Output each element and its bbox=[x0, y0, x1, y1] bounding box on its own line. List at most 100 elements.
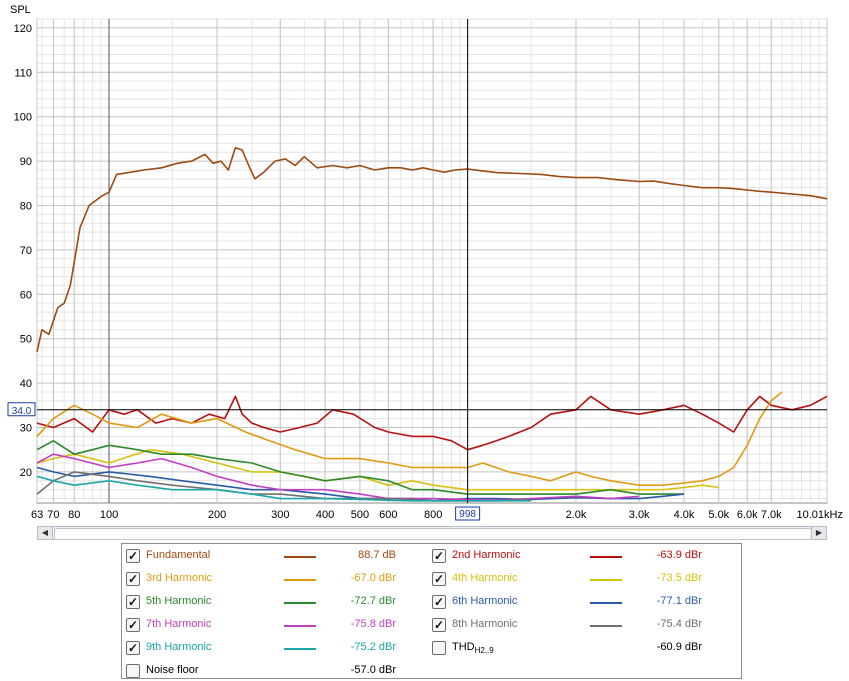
x-tick-label: 63 bbox=[31, 509, 43, 521]
y-tick-label: 20 bbox=[20, 467, 32, 479]
y-tick-label: 50 bbox=[20, 334, 32, 346]
x-tick-label: 5.0k bbox=[708, 509, 729, 521]
y-tick-label: 120 bbox=[14, 23, 32, 35]
legend-row-3rd-harmonic: ✓ 3rd Harmonic -67.0 dBr bbox=[126, 571, 426, 589]
x-tick-label: 4.0k bbox=[674, 509, 695, 521]
legend-row-thd: THDH2..9 -60.9 dBr bbox=[432, 640, 732, 658]
x-tick-label: 100 bbox=[100, 509, 118, 521]
legend-label: 2nd Harmonic bbox=[452, 549, 521, 561]
legend-label: 5th Harmonic bbox=[146, 595, 212, 607]
x-tick-label: 10.01kHz bbox=[797, 509, 843, 521]
cursor-y-label: 34.0 bbox=[12, 406, 32, 417]
x-tick-label: 800 bbox=[424, 509, 442, 521]
x-tick-label: 2.0k bbox=[566, 509, 587, 521]
legend-value: 88.7 dB bbox=[358, 549, 396, 561]
x-tick-label: 200 bbox=[208, 509, 226, 521]
legend-line-swatch bbox=[590, 579, 622, 581]
legend-row-8th-harmonic: ✓ 8th Harmonic -75.4 dBr bbox=[432, 617, 732, 635]
legend-label: THDH2..9 bbox=[452, 641, 494, 655]
series-line-2nd-harmonic bbox=[36, 395, 828, 451]
y-tick-label: 110 bbox=[14, 67, 32, 79]
y-tick-label: 30 bbox=[20, 423, 32, 435]
y-tick-label: 40 bbox=[20, 378, 32, 390]
legend-row-noise-floor: Noise floor -57.0 dBr bbox=[126, 663, 426, 681]
legend-row-4th-harmonic: ✓ 4th Harmonic -73.5 dBr bbox=[432, 571, 732, 589]
legend-label: 8th Harmonic bbox=[452, 618, 518, 630]
legend-value: -75.8 dBr bbox=[350, 618, 396, 630]
5th-harmonic-checkbox[interactable]: ✓ bbox=[126, 595, 140, 609]
series-line-fundamental bbox=[36, 147, 828, 353]
x-tick-label: 6.0k bbox=[737, 509, 758, 521]
legend-value: -73.5 dBr bbox=[656, 572, 702, 584]
legend-line-swatch bbox=[590, 556, 622, 558]
legend-row-7th-harmonic: ✓ 7th Harmonic -75.8 dBr bbox=[126, 617, 426, 635]
x-tick-label: 80 bbox=[68, 509, 80, 521]
legend-value: -67.0 dBr bbox=[350, 572, 396, 584]
x-tick-label: 500 bbox=[351, 509, 369, 521]
legend-label: Fundamental bbox=[146, 549, 211, 561]
2nd-harmonic-checkbox[interactable]: ✓ bbox=[432, 549, 446, 563]
thd-checkbox[interactable] bbox=[432, 641, 446, 655]
thd-subscript: H2..9 bbox=[474, 646, 494, 655]
legend-line-swatch bbox=[590, 625, 622, 627]
legend-value: -77.1 dBr bbox=[656, 595, 702, 607]
x-tick-label: 300 bbox=[271, 509, 289, 521]
cursor-x-label-box bbox=[455, 506, 481, 521]
noise-floor-checkbox[interactable] bbox=[126, 664, 140, 678]
legend-label: 3rd Harmonic bbox=[146, 572, 213, 584]
scroll-left-button[interactable]: ◀ bbox=[38, 527, 53, 539]
y-axis-label: SPL bbox=[10, 4, 31, 16]
legend-row-fundamental: ✓ Fundamental 88.7 dB bbox=[126, 548, 426, 566]
legend-line-swatch bbox=[284, 556, 316, 558]
legend-value: -57.0 dBr bbox=[350, 664, 396, 676]
y-tick-label: 90 bbox=[20, 156, 32, 168]
6th-harmonic-checkbox[interactable]: ✓ bbox=[432, 595, 446, 609]
legend-row-5th-harmonic: ✓ 5th Harmonic -72.7 dBr bbox=[126, 594, 426, 612]
legend-line-swatch bbox=[284, 648, 316, 650]
legend-line-swatch bbox=[284, 579, 316, 581]
spl-chart[interactable]: 34.0 998 120 110 100 90 80 70 60 50 40 30 20 63 70 80 1… bbox=[0, 0, 849, 522]
x-tick-label: 70 bbox=[47, 509, 59, 521]
legend-label: 4th Harmonic bbox=[452, 572, 518, 584]
cursor-y-label-box bbox=[7, 402, 36, 417]
scroll-thumb[interactable] bbox=[54, 528, 812, 540]
4th-harmonic-checkbox[interactable]: ✓ bbox=[432, 572, 446, 586]
legend-label: 7th Harmonic bbox=[146, 618, 212, 630]
cursor-x-label: 998 bbox=[459, 509, 476, 520]
x-tick-label: 400 bbox=[316, 509, 334, 521]
x-tick-label: 3.0k bbox=[629, 509, 650, 521]
y-tick-label: 80 bbox=[20, 200, 32, 212]
legend-value: -72.7 dBr bbox=[350, 595, 396, 607]
series-line-9th-harmonic bbox=[36, 475, 532, 502]
legend-label: 6th Harmonic bbox=[452, 595, 518, 607]
legend-line-swatch bbox=[284, 625, 316, 627]
legend-line-swatch bbox=[590, 602, 622, 604]
frequency-scrollbar[interactable]: ◀ ▶ bbox=[37, 526, 827, 540]
y-tick-label: 70 bbox=[20, 245, 32, 257]
legend-value: -60.9 dBr bbox=[656, 641, 702, 653]
series-line-4th-harmonic bbox=[36, 448, 719, 491]
legend-label: 9th Harmonic bbox=[146, 641, 212, 653]
series-line-5th-harmonic bbox=[36, 440, 684, 495]
y-tick-label: 60 bbox=[20, 289, 32, 301]
9th-harmonic-checkbox[interactable]: ✓ bbox=[126, 641, 140, 655]
plot-background bbox=[36, 18, 828, 504]
7th-harmonic-checkbox[interactable]: ✓ bbox=[126, 618, 140, 632]
y-tick-label: 100 bbox=[14, 112, 32, 124]
legend-panel: ✓ Fundamental 88.7 dB ✓ 2nd Harmonic -63… bbox=[121, 543, 742, 679]
scroll-right-button[interactable]: ▶ bbox=[811, 527, 826, 539]
legend-value: -75.2 dBr bbox=[350, 641, 396, 653]
thd-name: THD bbox=[452, 641, 475, 653]
3rd-harmonic-checkbox[interactable]: ✓ bbox=[126, 572, 140, 586]
legend-value: -63.9 dBr bbox=[656, 549, 702, 561]
legend-label: Noise floor bbox=[146, 664, 199, 676]
legend-row-9th-harmonic: ✓ 9th Harmonic -75.2 dBr bbox=[126, 640, 426, 658]
x-tick-label: 7.0k bbox=[761, 509, 782, 521]
legend-line-swatch bbox=[284, 602, 316, 604]
8th-harmonic-checkbox[interactable]: ✓ bbox=[432, 618, 446, 632]
legend-row-2nd-harmonic: ✓ 2nd Harmonic -63.9 dBr bbox=[432, 548, 732, 566]
x-tick-label: 600 bbox=[379, 509, 397, 521]
legend-value: -75.4 dBr bbox=[656, 618, 702, 630]
legend-row-6th-harmonic: ✓ 6th Harmonic -77.1 dBr bbox=[432, 594, 732, 612]
fundamental-checkbox[interactable]: ✓ bbox=[126, 549, 140, 563]
